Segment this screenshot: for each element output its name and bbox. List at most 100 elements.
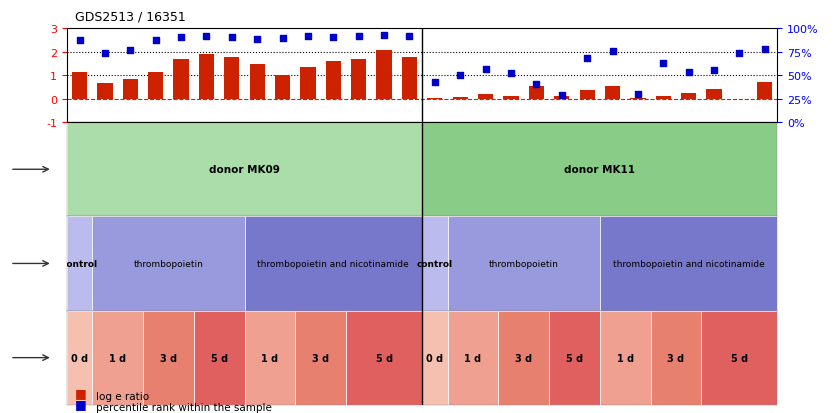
Text: donor MK11: donor MK11: [564, 165, 635, 175]
Bar: [757, 83, 772, 100]
Point: [504, 71, 517, 77]
Bar: [250, 65, 265, 100]
Text: thrombopoietin: thrombopoietin: [134, 259, 203, 268]
Point: [73, 38, 86, 45]
FancyBboxPatch shape: [422, 217, 447, 311]
FancyBboxPatch shape: [650, 311, 701, 405]
Bar: [478, 95, 493, 100]
FancyBboxPatch shape: [422, 311, 447, 405]
Bar: [376, 51, 392, 100]
FancyBboxPatch shape: [295, 311, 346, 405]
Bar: [123, 79, 138, 100]
Text: 3 d: 3 d: [312, 353, 329, 363]
Bar: [326, 62, 341, 100]
Point: [327, 35, 340, 42]
Text: thrombopoietin: thrombopoietin: [489, 259, 558, 268]
Text: 1 d: 1 d: [617, 353, 634, 363]
Bar: [199, 55, 214, 100]
Text: 0 d: 0 d: [426, 353, 443, 363]
Text: ■: ■: [75, 387, 87, 399]
Point: [707, 68, 721, 74]
Point: [555, 93, 568, 99]
Text: 1 d: 1 d: [262, 353, 278, 363]
FancyBboxPatch shape: [143, 311, 194, 405]
Text: 3 d: 3 d: [515, 353, 533, 363]
Point: [99, 51, 112, 57]
Point: [479, 67, 492, 74]
FancyBboxPatch shape: [244, 311, 295, 405]
Text: 5 d: 5 d: [211, 353, 227, 363]
Bar: [402, 58, 417, 100]
Point: [377, 32, 390, 39]
FancyBboxPatch shape: [194, 311, 244, 405]
Bar: [579, 91, 594, 100]
Bar: [427, 99, 442, 100]
Bar: [503, 96, 518, 100]
Point: [428, 79, 441, 86]
Bar: [351, 59, 366, 100]
Text: 5 d: 5 d: [566, 353, 583, 363]
Bar: [605, 86, 620, 100]
FancyBboxPatch shape: [549, 311, 599, 405]
Point: [758, 46, 772, 53]
Text: 5 d: 5 d: [375, 353, 393, 363]
Text: 3 d: 3 d: [667, 353, 685, 363]
Point: [301, 34, 314, 40]
Point: [732, 51, 746, 57]
Point: [631, 91, 645, 98]
Text: thrombopoietin and nicotinamide: thrombopoietin and nicotinamide: [257, 259, 410, 268]
Text: thrombopoietin and nicotinamide: thrombopoietin and nicotinamide: [613, 259, 765, 268]
Point: [200, 33, 213, 40]
Point: [682, 70, 696, 76]
Point: [580, 56, 594, 62]
Bar: [528, 86, 544, 100]
Point: [352, 33, 365, 40]
Bar: [681, 94, 696, 100]
Text: log e ratio: log e ratio: [96, 392, 150, 401]
Text: percentile rank within the sample: percentile rank within the sample: [96, 402, 272, 412]
Bar: [174, 59, 189, 100]
Text: 1 d: 1 d: [464, 353, 482, 363]
FancyBboxPatch shape: [92, 311, 143, 405]
FancyBboxPatch shape: [67, 123, 422, 217]
FancyBboxPatch shape: [422, 123, 777, 217]
Bar: [224, 58, 239, 100]
FancyBboxPatch shape: [701, 311, 777, 405]
Point: [251, 37, 264, 43]
Bar: [452, 97, 468, 100]
Text: 5 d: 5 d: [731, 353, 748, 363]
Text: donor MK09: donor MK09: [209, 165, 280, 175]
FancyBboxPatch shape: [67, 311, 92, 405]
Bar: [655, 97, 670, 100]
Text: ■: ■: [75, 397, 87, 410]
Text: 3 d: 3 d: [160, 353, 177, 363]
FancyBboxPatch shape: [92, 217, 244, 311]
Text: control: control: [417, 259, 453, 268]
Bar: [97, 84, 113, 100]
Text: control: control: [62, 259, 98, 268]
Point: [175, 35, 188, 42]
Point: [149, 38, 162, 45]
FancyBboxPatch shape: [244, 217, 422, 311]
Bar: [300, 68, 315, 100]
Bar: [630, 99, 645, 100]
Text: GDS2513 / 16351: GDS2513 / 16351: [75, 11, 186, 24]
Point: [656, 60, 670, 67]
Bar: [554, 97, 569, 100]
Point: [124, 47, 137, 54]
Point: [276, 36, 289, 43]
FancyBboxPatch shape: [447, 311, 498, 405]
Point: [225, 35, 238, 42]
Point: [403, 33, 416, 40]
FancyBboxPatch shape: [498, 311, 549, 405]
Text: 0 d: 0 d: [71, 353, 88, 363]
Point: [530, 82, 543, 89]
FancyBboxPatch shape: [67, 217, 92, 311]
FancyBboxPatch shape: [599, 311, 650, 405]
Bar: [275, 76, 290, 100]
Bar: [706, 90, 721, 100]
Point: [454, 73, 467, 79]
FancyBboxPatch shape: [447, 217, 599, 311]
FancyBboxPatch shape: [599, 217, 777, 311]
Point: [606, 48, 619, 55]
